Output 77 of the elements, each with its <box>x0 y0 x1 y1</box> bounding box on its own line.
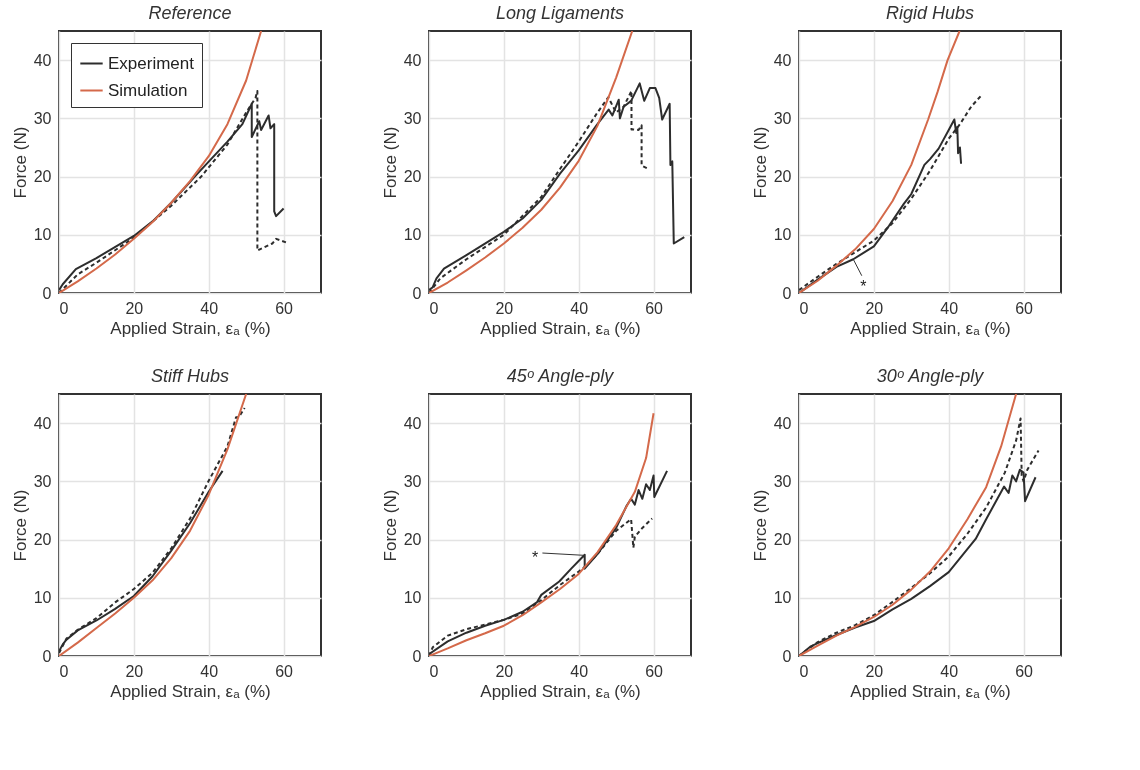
x-tick-label: 40 <box>570 299 589 317</box>
x-tick-label: 20 <box>125 662 144 680</box>
x-tick-label: 0 <box>429 299 439 317</box>
y-tick-label: 10 <box>33 226 52 244</box>
x-axis-title: Applied Strain, εₐ (%) <box>110 681 271 701</box>
x-tick-label: 40 <box>200 299 219 317</box>
x-tick-label: 20 <box>865 662 884 680</box>
y-tick-label: 0 <box>42 647 52 665</box>
y-tick-label: 30 <box>403 109 422 127</box>
y-axis-title: Force (N) <box>10 126 30 199</box>
y-tick-label: 20 <box>773 531 792 549</box>
y-tick-label: 30 <box>403 472 422 490</box>
y-axis-title: Force (N) <box>750 489 770 562</box>
legend-label: Experiment <box>108 53 195 73</box>
y-axis-title: Force (N) <box>750 126 770 199</box>
x-tick-label: 60 <box>1015 299 1034 317</box>
x-tick-label: 40 <box>940 662 959 680</box>
x-axis-title: Applied Strain, εₐ (%) <box>110 318 271 338</box>
y-tick-label: 10 <box>403 589 422 607</box>
x-tick-label: 60 <box>645 299 664 317</box>
x-tick-label: 60 <box>275 662 294 680</box>
y-tick-label: 0 <box>412 647 422 665</box>
x-tick-label: 60 <box>645 662 664 680</box>
y-tick-label: 40 <box>403 51 422 69</box>
y-tick-label: 40 <box>773 414 792 432</box>
y-axis-title: Force (N) <box>380 126 400 199</box>
chart-title: Rigid Hubs <box>885 3 975 23</box>
y-axis-title: Force (N) <box>10 489 30 562</box>
x-tick-label: 0 <box>799 299 809 317</box>
legend-label: Simulation <box>108 80 188 100</box>
chart-title: Long Ligaments <box>495 3 625 23</box>
x-tick-label: 40 <box>200 662 219 680</box>
x-tick-label: 40 <box>940 299 959 317</box>
x-tick-label: 60 <box>1015 662 1034 680</box>
y-tick-label: 30 <box>33 109 52 127</box>
x-tick-label: 0 <box>429 662 439 680</box>
y-tick-label: 30 <box>773 109 792 127</box>
x-tick-label: 20 <box>495 299 514 317</box>
y-tick-label: 20 <box>403 168 422 186</box>
chart-title: 45ᵒ Angle-ply <box>506 366 615 386</box>
y-axis-title: Force (N) <box>380 489 400 562</box>
annotation: * <box>532 549 539 567</box>
line-series <box>429 412 655 656</box>
y-tick-label: 20 <box>33 531 52 549</box>
x-tick-label: 0 <box>799 662 809 680</box>
x-tick-label: 20 <box>865 299 884 317</box>
annotation: * <box>860 278 867 296</box>
y-tick-label: 10 <box>773 589 792 607</box>
x-tick-label: 20 <box>495 662 514 680</box>
x-tick-label: 0 <box>59 662 69 680</box>
y-tick-label: 0 <box>412 284 422 302</box>
y-tick-label: 40 <box>403 414 422 432</box>
y-tick-label: 20 <box>773 168 792 186</box>
y-tick-label: 0 <box>782 647 792 665</box>
y-tick-label: 40 <box>33 414 52 432</box>
x-tick-label: 40 <box>570 662 589 680</box>
y-tick-label: 40 <box>33 51 52 69</box>
x-tick-label: 20 <box>125 299 144 317</box>
y-tick-label: 40 <box>773 51 792 69</box>
y-tick-label: 0 <box>42 284 52 302</box>
chart-title: Stiff Hubs <box>150 366 230 386</box>
x-tick-label: 0 <box>59 299 69 317</box>
chart-title: 30ᵒ Angle-ply <box>876 366 985 386</box>
y-tick-label: 20 <box>403 531 422 549</box>
y-tick-label: 10 <box>403 226 422 244</box>
x-axis-title: Applied Strain, εₐ (%) <box>480 681 641 701</box>
y-tick-label: 30 <box>773 472 792 490</box>
x-axis-title: Applied Strain, εₐ (%) <box>480 318 641 338</box>
x-axis-title: Applied Strain, εₐ (%) <box>850 681 1011 701</box>
chart-title: Reference <box>148 3 232 23</box>
y-tick-label: 20 <box>33 168 52 186</box>
y-tick-label: 10 <box>773 226 792 244</box>
x-tick-label: 60 <box>275 299 294 317</box>
y-tick-label: 10 <box>33 589 52 607</box>
x-axis-title: Applied Strain, εₐ (%) <box>850 318 1011 338</box>
y-tick-label: 30 <box>33 472 52 490</box>
y-tick-label: 0 <box>782 284 792 302</box>
